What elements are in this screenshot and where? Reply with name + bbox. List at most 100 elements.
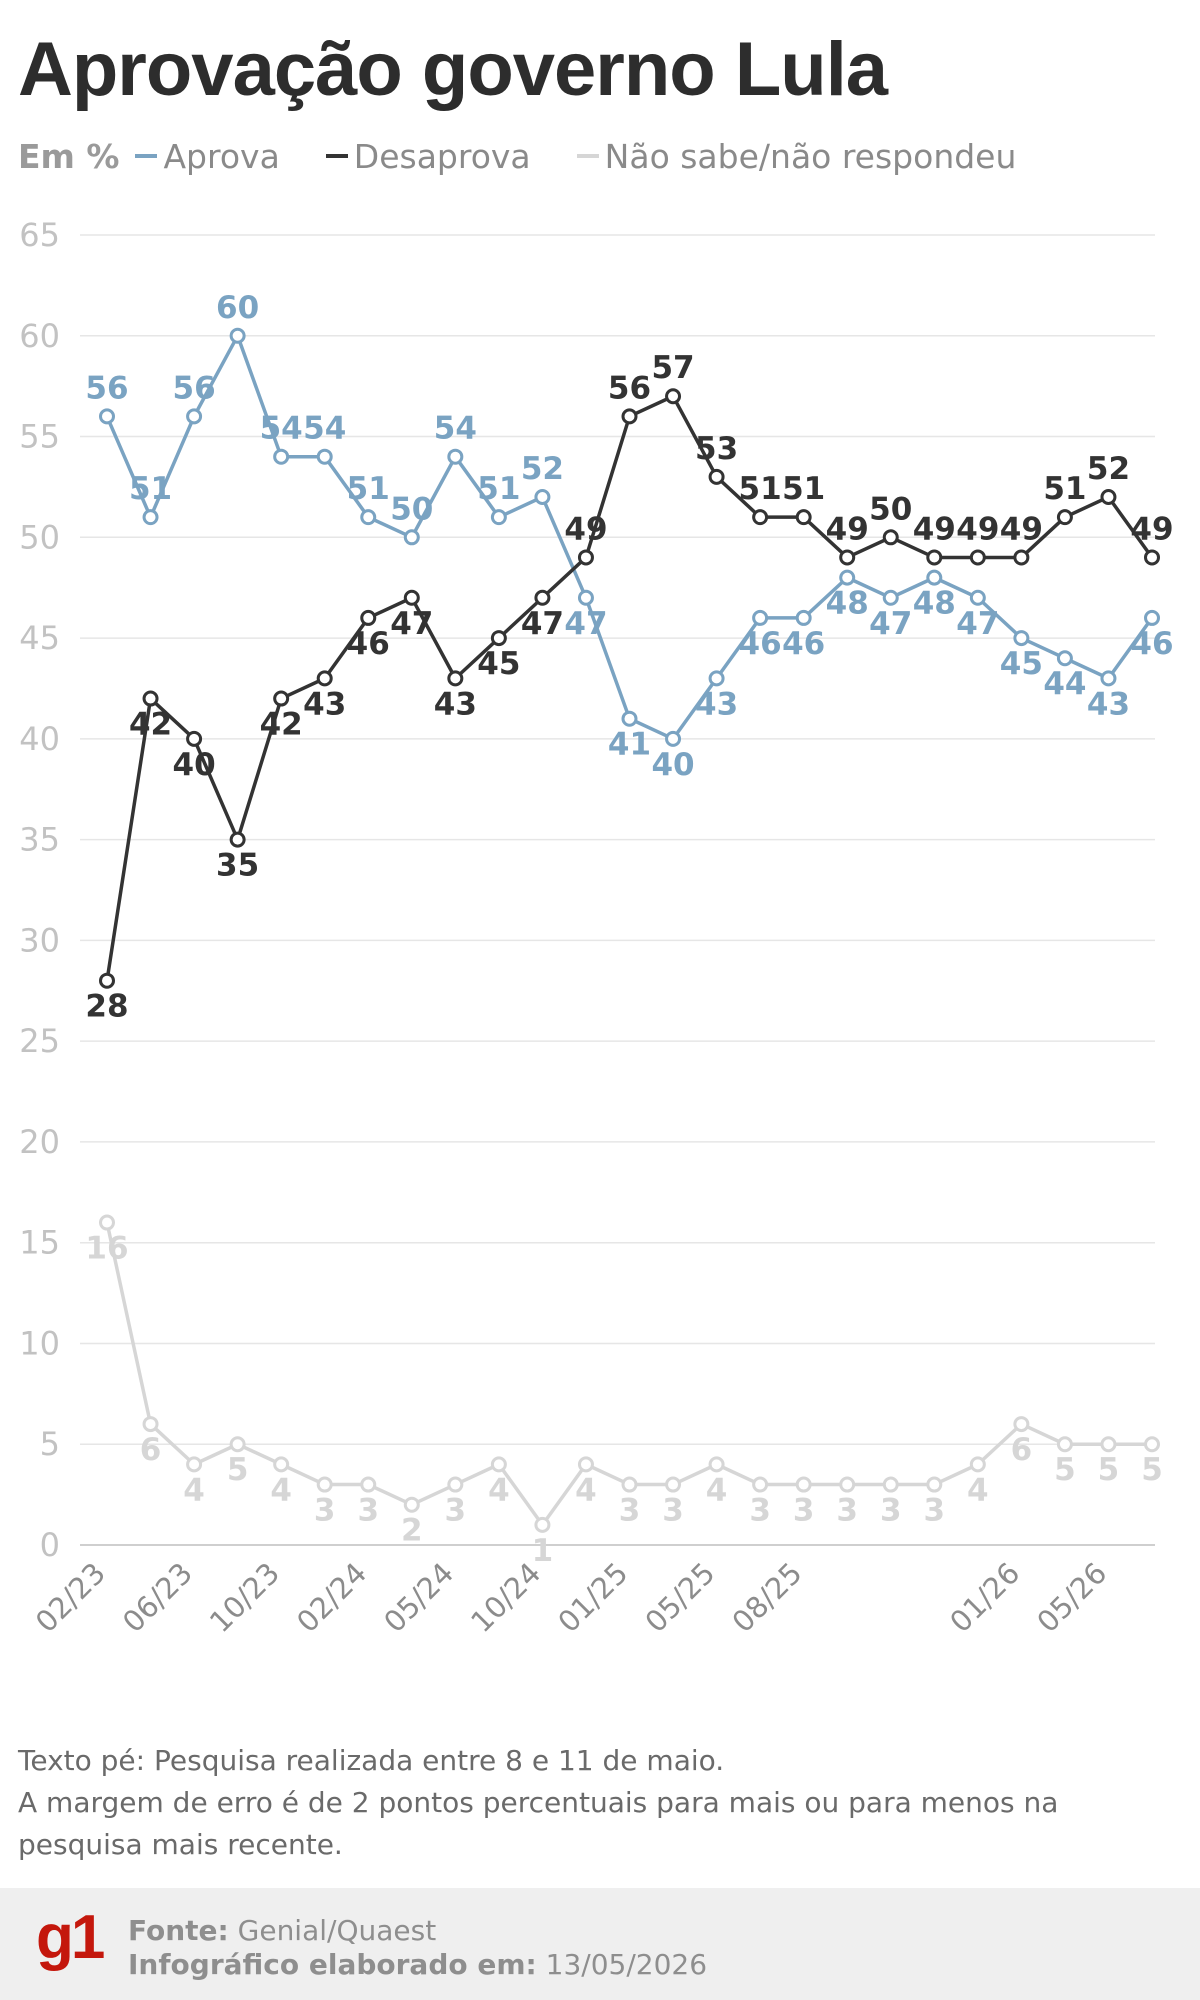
data-point bbox=[142, 1416, 159, 1433]
data-label: 57 bbox=[651, 350, 694, 386]
data-label: 49 bbox=[564, 511, 607, 547]
data-point bbox=[403, 1496, 420, 1513]
data-label: 2 bbox=[401, 1513, 423, 1549]
y-tick-label: 40 bbox=[19, 720, 60, 758]
data-label: 56 bbox=[85, 370, 128, 406]
data-point bbox=[490, 1456, 507, 1473]
data-point bbox=[1144, 549, 1160, 566]
data-label: 3 bbox=[836, 1493, 858, 1529]
data-label: 54 bbox=[434, 411, 477, 447]
data-point bbox=[316, 448, 333, 465]
data-point bbox=[882, 1476, 899, 1493]
data-point bbox=[1144, 1436, 1160, 1453]
y-tick-label: 25 bbox=[19, 1022, 60, 1060]
data-point bbox=[577, 589, 594, 606]
data-label: 6 bbox=[140, 1432, 162, 1468]
data-point bbox=[99, 408, 115, 425]
data-point bbox=[273, 1456, 290, 1473]
data-point bbox=[360, 609, 377, 626]
data-label: 42 bbox=[129, 707, 172, 743]
data-label: 3 bbox=[880, 1493, 902, 1529]
data-point bbox=[577, 1456, 594, 1473]
data-label: 45 bbox=[1000, 646, 1043, 682]
data-label: 54 bbox=[303, 411, 346, 447]
x-tick-label: 01/26 bbox=[943, 1556, 1026, 1635]
x-tick-label: 02/23 bbox=[29, 1556, 112, 1635]
made-label: Infográfico elaborado em: bbox=[128, 1948, 537, 1981]
data-point bbox=[839, 569, 856, 586]
data-point bbox=[229, 1436, 246, 1453]
data-point bbox=[969, 549, 986, 566]
data-point bbox=[1100, 670, 1117, 687]
data-label: 16 bbox=[85, 1231, 128, 1267]
x-tick-label: 02/24 bbox=[290, 1556, 373, 1635]
data-label: 40 bbox=[173, 747, 216, 783]
data-point bbox=[882, 589, 899, 606]
data-point bbox=[490, 509, 507, 526]
data-point bbox=[708, 1456, 725, 1473]
x-tick-label: 05/24 bbox=[377, 1556, 460, 1635]
data-label: 50 bbox=[869, 491, 912, 527]
legend: Em % Aprova Desaprova Não sabe/não respo… bbox=[18, 136, 1062, 176]
legend-item-aprova: Aprova bbox=[135, 136, 280, 176]
data-point bbox=[839, 549, 856, 566]
data-point bbox=[229, 327, 246, 344]
chart-title: Aprovação governo Lula bbox=[18, 27, 888, 112]
data-point bbox=[665, 1476, 682, 1493]
data-point bbox=[708, 468, 725, 485]
data-label: 54 bbox=[260, 411, 303, 447]
x-tick-label: 10/23 bbox=[203, 1556, 286, 1635]
data-label: 52 bbox=[521, 451, 564, 487]
data-point bbox=[969, 589, 986, 606]
data-point bbox=[403, 529, 420, 546]
data-label: 46 bbox=[347, 626, 390, 662]
data-label: 51 bbox=[129, 471, 172, 507]
data-point bbox=[1100, 1436, 1117, 1453]
data-label: 47 bbox=[564, 606, 607, 642]
data-point bbox=[447, 1476, 464, 1493]
data-label: 43 bbox=[303, 686, 346, 722]
data-point bbox=[1013, 549, 1030, 566]
data-label: 56 bbox=[173, 370, 216, 406]
data-label: 49 bbox=[913, 511, 956, 547]
data-point bbox=[1056, 650, 1073, 667]
data-point bbox=[621, 408, 638, 425]
data-point bbox=[1056, 1436, 1073, 1453]
x-tick-label: 05/25 bbox=[638, 1556, 721, 1635]
legend-label-aprova: Aprova bbox=[163, 136, 280, 176]
data-point bbox=[447, 670, 464, 687]
data-label: 3 bbox=[924, 1493, 946, 1529]
data-point bbox=[186, 730, 203, 747]
y-tick-label: 45 bbox=[19, 619, 60, 657]
y-tick-label: 0 bbox=[40, 1526, 60, 1564]
data-label: 6 bbox=[1011, 1432, 1033, 1468]
data-point bbox=[839, 1476, 856, 1493]
data-point bbox=[360, 1476, 377, 1493]
footnote-line-1: Texto pé: Pesquisa realizada entre 8 e 1… bbox=[18, 1744, 725, 1777]
source-label: Fonte: bbox=[128, 1914, 229, 1947]
data-point bbox=[273, 448, 290, 465]
data-label: 46 bbox=[782, 626, 825, 662]
x-tick-label: 06/23 bbox=[116, 1556, 199, 1635]
data-label: 51 bbox=[347, 471, 390, 507]
data-label: 48 bbox=[913, 586, 956, 622]
data-label: 51 bbox=[1043, 471, 1086, 507]
data-point bbox=[273, 690, 290, 707]
data-point bbox=[534, 489, 551, 505]
unit-label: Em % bbox=[18, 136, 120, 176]
data-point bbox=[752, 1476, 769, 1493]
data-point bbox=[621, 710, 638, 727]
data-point bbox=[186, 408, 203, 425]
data-label: 43 bbox=[695, 686, 738, 722]
data-point bbox=[229, 831, 246, 848]
data-point bbox=[142, 509, 159, 526]
data-label: 46 bbox=[1130, 626, 1173, 662]
y-tick-label: 35 bbox=[19, 821, 60, 859]
legend-swatch-desaprova bbox=[325, 154, 348, 158]
data-label: 3 bbox=[357, 1493, 379, 1529]
x-tick-label: 08/25 bbox=[725, 1556, 808, 1635]
data-label: 28 bbox=[85, 989, 128, 1025]
data-label: 4 bbox=[706, 1472, 728, 1508]
data-label: 44 bbox=[1043, 666, 1086, 702]
data-label: 5 bbox=[1141, 1452, 1163, 1488]
